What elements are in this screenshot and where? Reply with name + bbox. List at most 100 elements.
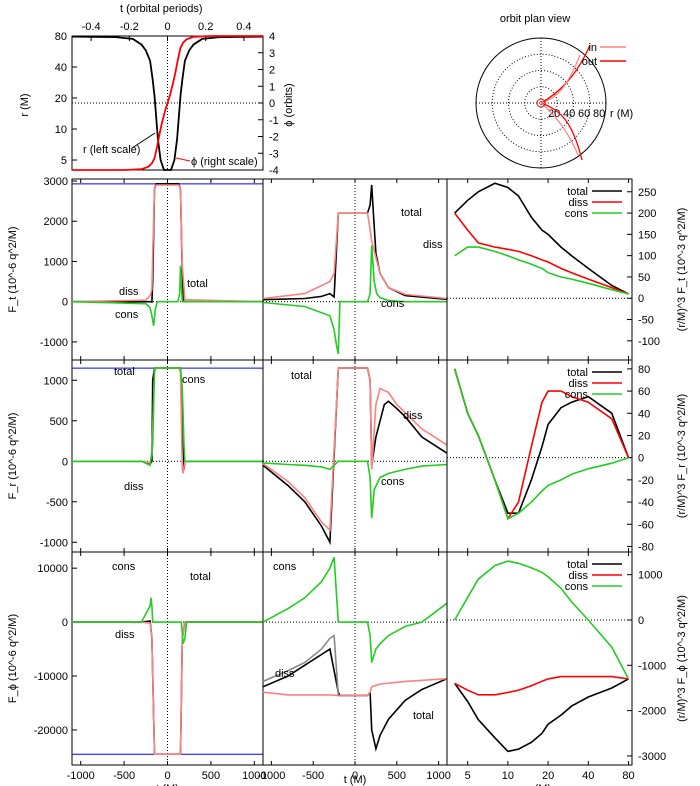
- y-tick-label: 0: [62, 456, 68, 468]
- series-line-total: [454, 678, 629, 753]
- panel-Ft-3: 250 200 150 100 50 0 -50 -100 (r/M)^3 F_t (10^-3…: [446, 178, 688, 361]
- x-tick-label: 500: [388, 770, 406, 782]
- legend-label-in: in: [588, 42, 597, 54]
- y-tick-label: 80: [638, 364, 650, 376]
- series-line-cons: [262, 557, 448, 663]
- y-tick-label: 40: [55, 62, 67, 74]
- y-axis-label-right: (r/M)^3 F_r (10^-3 q^2/M): [676, 394, 688, 518]
- y-axis-label-left: F_t (10^-6 q^2/M): [7, 226, 19, 312]
- top-axis-label: t (orbital periods): [120, 3, 203, 15]
- legend-label-total: total: [567, 559, 588, 571]
- top-tick-label: 0: [164, 21, 170, 33]
- x-tick-label: 1000: [426, 770, 450, 782]
- y2-tick-label: 2: [269, 65, 275, 77]
- panel-Ft-2: diss total cons: [262, 178, 448, 361]
- annotation-diss: diss: [403, 410, 423, 422]
- y-axis-label-right: (r/M)^3 F_ϕ (10^-3 q^2/M): [676, 595, 688, 722]
- y2-tick-label: 0: [269, 98, 275, 110]
- y-tick-label: 80: [55, 31, 67, 43]
- y-tick-label: 200: [638, 208, 656, 220]
- series-line-total: [72, 367, 263, 470]
- y2-tick-label: 3: [269, 48, 275, 60]
- y-tick-label: 0: [638, 615, 644, 627]
- legend-label-total: total: [567, 186, 588, 198]
- y2-tick-label: -4: [269, 165, 279, 177]
- y-tick-label: 1000: [44, 256, 68, 268]
- x-tick-label: 500: [202, 770, 220, 782]
- y-tick-label: -1000: [40, 337, 68, 349]
- y-tick-label: 3000: [44, 176, 68, 188]
- polar-ring: [508, 70, 574, 136]
- series-line-phi: [72, 35, 263, 171]
- y-tick-label: 5: [61, 155, 67, 167]
- y2-tick-label: -1: [269, 115, 279, 127]
- series-line-cons: [72, 597, 263, 644]
- y-tick-label: -100: [638, 336, 660, 348]
- annotation-diss: diss: [119, 286, 139, 298]
- y-tick-label: -60: [638, 519, 654, 531]
- legend-label-diss: diss: [568, 570, 588, 582]
- x-axis-label: t (M): [156, 783, 179, 786]
- y-tick-label: -20000: [34, 725, 68, 737]
- series-line-diss: [71, 184, 264, 303]
- panel-Fr-3: 80 60 40 20 0 -20 -40 -60 -80 (r/M)^3 F_r (10^-3 …: [446, 359, 688, 553]
- top-tick-label: -0.4: [82, 21, 101, 33]
- series-line-cons: [262, 245, 447, 355]
- annotation-diss: diss: [423, 239, 443, 251]
- x-tick-label: 0: [164, 770, 170, 782]
- annotation-phi: ϕ (right scale): [191, 156, 258, 168]
- x-tick-label: -1000: [257, 770, 285, 782]
- annotation-cons: cons: [182, 374, 206, 386]
- series-line-total: [262, 647, 448, 752]
- y-axis-label-right: (r/M)^3 F_t (10^-3 q^2/M): [676, 208, 688, 332]
- panel-frame: [446, 178, 633, 361]
- y-tick-label: 0: [638, 293, 644, 305]
- series-line-cons: [72, 367, 263, 467]
- panel-frame: [446, 551, 633, 766]
- y2-tick-label: 1: [269, 81, 275, 93]
- annotation-cons: cons: [381, 476, 405, 488]
- y-axis-label-left: F_r (10^-6 q^2/M): [7, 413, 19, 500]
- y-tick-label: 1000: [638, 570, 662, 582]
- y-tick-label: 10000: [37, 563, 68, 575]
- annotation-total: total: [114, 366, 135, 378]
- annotation-total: total: [401, 207, 422, 219]
- polar-title: orbit plan view: [500, 13, 570, 25]
- panel-frame: [262, 551, 448, 766]
- y-tick-label: -1000: [40, 537, 68, 549]
- top-tick-label: 0.2: [198, 21, 213, 33]
- y-tick-label: 150: [638, 229, 656, 241]
- panel-Fr-2: total diss cons: [262, 359, 448, 553]
- polar-r-tick-label: 40: [563, 108, 575, 120]
- panel-Fphi-3: 1000 0 -1000 -2000 -3000 (r/M)^3 F_ϕ (10^-3 q…: [446, 551, 688, 786]
- top-tick-label: -0.2: [120, 21, 139, 33]
- panel-Fphi-2: cons diss total -1000 -500 0 500 1000 t (M): [257, 551, 451, 786]
- annotation-arrow-phi: [175, 157, 191, 162]
- series-line-diss: [454, 675, 629, 696]
- y-tick-label: 20: [55, 93, 67, 105]
- x-tick-label: 20: [542, 770, 554, 782]
- polar-r-axis-label: r (M): [610, 108, 633, 120]
- y-tick-label: 10: [55, 124, 67, 136]
- annotation-cons: cons: [115, 309, 139, 321]
- y-tick-label: -3000: [638, 751, 666, 763]
- legend-label-cons: cons: [565, 389, 589, 401]
- x-tick-label: 1000: [242, 770, 266, 782]
- x-tick-label: 5: [465, 770, 471, 782]
- x-axis-label: t (M): [344, 774, 367, 786]
- y-tick-label: -80: [638, 541, 654, 553]
- panel-Fr-1: 1000 500 0 -500 -1000 F_r (10^-6 q^2/M) total c…: [7, 359, 264, 553]
- annotation-r: r (left scale): [83, 144, 140, 156]
- y-tick-label: -500: [46, 497, 68, 509]
- annotation-arrow-r: [131, 132, 156, 149]
- x-tick-label: 80: [622, 770, 634, 782]
- annotation-total: total: [413, 710, 434, 722]
- legend-label-diss: diss: [568, 197, 588, 209]
- y-tick-label: 60: [638, 386, 650, 398]
- polar-center-marker: [536, 98, 546, 108]
- x-axis-label: r (M): [528, 783, 551, 786]
- series-line-diss: [454, 212, 629, 295]
- series-line-cons: [454, 246, 629, 295]
- x-tick-label: 0: [352, 770, 358, 782]
